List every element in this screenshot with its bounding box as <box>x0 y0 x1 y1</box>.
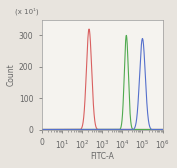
Text: (x 10¹): (x 10¹) <box>15 8 39 15</box>
Y-axis label: Count: Count <box>7 63 16 86</box>
X-axis label: FITC-A: FITC-A <box>90 152 114 161</box>
